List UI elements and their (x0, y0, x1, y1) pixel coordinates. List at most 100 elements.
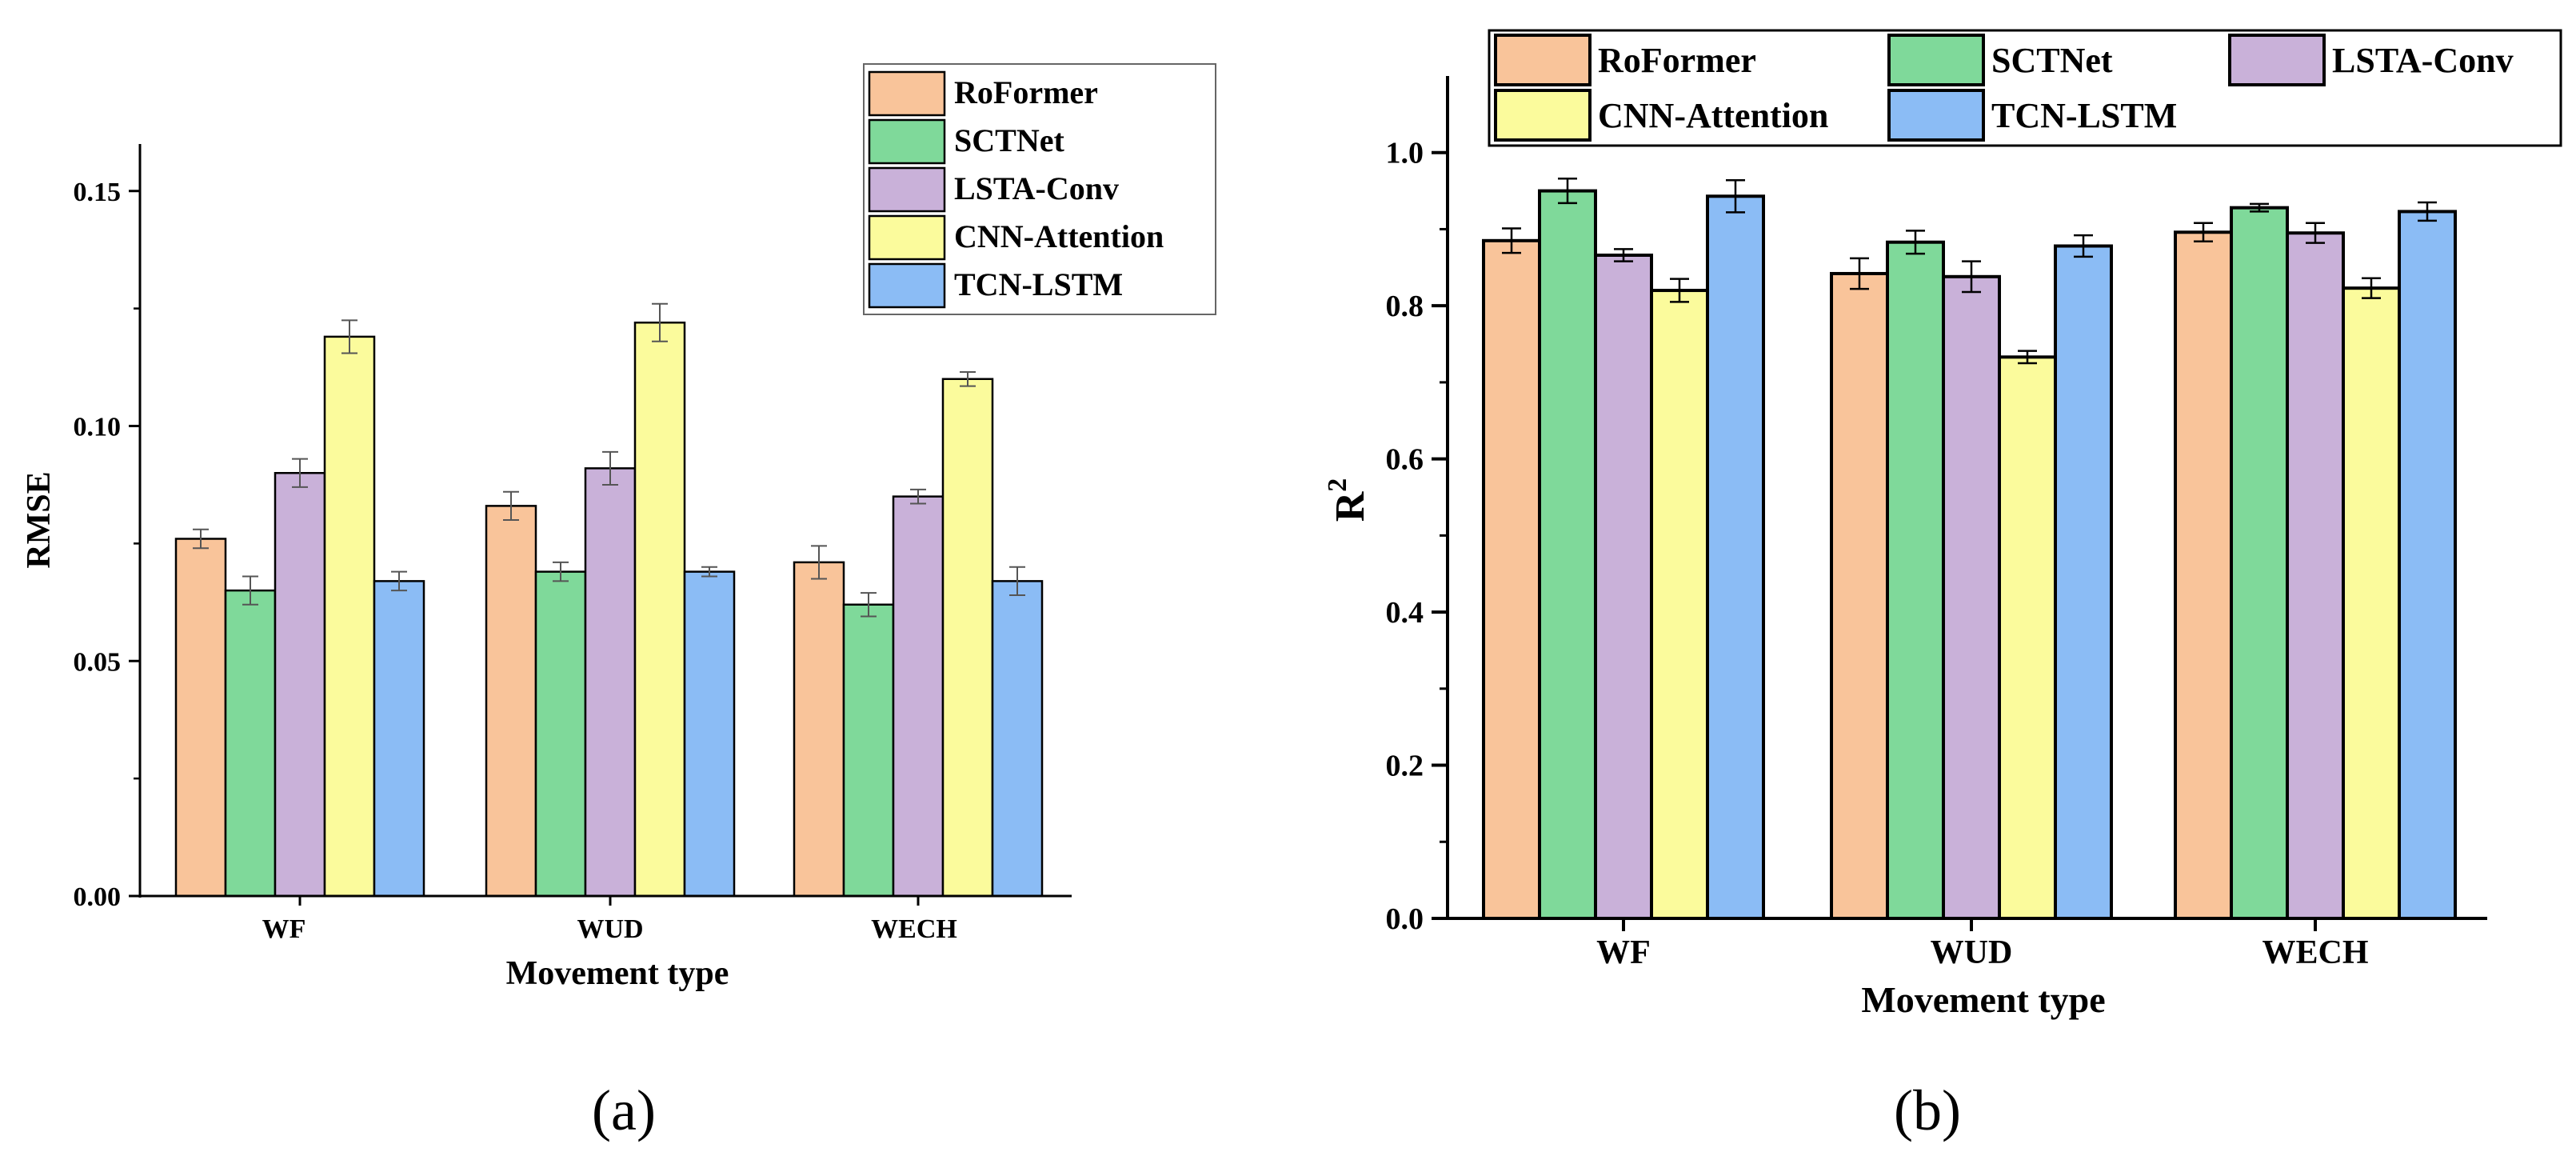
legend-label: CNN-Attention (1598, 96, 1828, 135)
error-bar-tcn-lstm-wech (1009, 566, 1025, 596)
x-tick-label: WECH (871, 914, 957, 944)
bar-cnn-attention-wf (323, 335, 376, 898)
bar-tcn-lstm-wf (1706, 194, 1765, 921)
bar-cnn-attention-wech (2342, 286, 2401, 920)
error-bar-lsta-conv-wf (1614, 248, 1633, 262)
legend-swatch-sctnet (1887, 34, 1985, 86)
error-bar-roformer-wech (2194, 222, 2213, 243)
error-bar-sctnet-wech (2250, 202, 2269, 213)
error-bar-cnn-attention-wud (652, 302, 668, 342)
bar-roformer-wf (1482, 238, 1541, 920)
legend-label: RoFormer (954, 74, 1098, 110)
error-bar-cnn-attention-wf (341, 319, 357, 354)
bar-sctnet-wf (224, 589, 277, 898)
bar-sctnet-wech (842, 603, 895, 898)
error-bar-lsta-conv-wech (910, 488, 926, 505)
y-tick-label: 0.0 (1386, 902, 1424, 936)
legend-label: RoFormer (1598, 41, 1756, 80)
y-tick-label: 0.10 (74, 413, 122, 442)
error-bar-cnn-attention-wf (1670, 278, 1689, 303)
error-bar-tcn-lstm-wud (2074, 234, 2093, 258)
bar-cnn-attention-wud (633, 322, 686, 898)
bar-roformer-wech (2174, 230, 2233, 920)
legend: RoFormer SCTNet LSTA-Conv CNN-Attention TCN-… (863, 63, 1216, 315)
y-tick-label: 0.00 (74, 882, 122, 912)
y-axis-title: R2 (1323, 478, 1373, 522)
legend-swatch-lsta-conv (868, 166, 946, 213)
chart-panel-a: 0.00 0.05 0.10 0.15 WF WUD WECH Movement type RM… (21, 63, 1216, 1142)
y-tick-label: 0.05 (74, 647, 122, 677)
error-bar-lsta-conv-wech (2306, 222, 2325, 244)
legend-swatch-sctnet (868, 118, 946, 165)
x-tick-label: WUD (1931, 934, 2013, 971)
bar-sctnet-wech (2230, 206, 2289, 921)
error-bar-tcn-lstm-wech (2418, 201, 2437, 222)
legend-swatch-tcn-lstm (868, 262, 946, 309)
x-tick-label: WUD (577, 914, 643, 944)
legend-swatch-roformer (868, 70, 946, 117)
chart-panel-b: 0.0 0.2 0.4 0.6 0.8 1.0 WF WUD WECH Movement type… (1323, 29, 2562, 1142)
error-bar-cnn-attention-wud (2018, 350, 2037, 365)
bar-lsta-conv-wud (1942, 274, 2001, 920)
legend-swatch-lsta-conv (2228, 34, 2326, 86)
legend: RoFormer SCTNet LSTA-Conv CNN-Attention TCN-… (1488, 29, 2562, 147)
bar-cnn-attention-wech (941, 378, 994, 898)
bar-tcn-lstm-wud (2054, 244, 2113, 921)
y-axis-title: RMSE (21, 471, 58, 568)
error-bar-sctnet-wud (553, 561, 569, 582)
bar-lsta-conv-wf (274, 472, 326, 898)
x-axis-title: Movement type (1861, 979, 2105, 1020)
bar-roformer-wf (174, 538, 227, 898)
error-bar-roformer-wech (811, 545, 827, 580)
legend-box (1488, 29, 2562, 147)
legend-label: SCTNet (1991, 41, 2113, 80)
error-bar-roformer-wud (503, 490, 519, 521)
bar-tcn-lstm-wud (683, 570, 736, 898)
y-tick-label: 0.15 (74, 178, 122, 207)
bar-roformer-wud (1830, 271, 1889, 920)
error-bar-tcn-lstm-wud (701, 566, 717, 578)
legend-label: SCTNet (954, 122, 1064, 158)
error-bar-roformer-wud (1850, 257, 1869, 290)
error-bar-cnn-attention-wech (960, 370, 976, 387)
legend-label: TCN-LSTM (1991, 96, 2177, 135)
error-bar-roformer-wf (1502, 227, 1521, 254)
x-tick-label: WF (262, 914, 306, 944)
y-tick-label: 0.8 (1386, 290, 1424, 323)
error-bar-cnn-attention-wech (2362, 277, 2381, 299)
x-tick-label: WECH (2262, 934, 2368, 971)
legend-label: TCN-LSTM (954, 266, 1123, 302)
y-tick-label: 1.0 (1386, 137, 1424, 170)
y-axis-title-base: R (1328, 490, 1373, 522)
bar-lsta-conv-wf (1594, 254, 1653, 920)
bar-sctnet-wud (534, 570, 587, 898)
y-tick-label: 0.2 (1386, 750, 1424, 783)
error-bar-roformer-wf (193, 528, 209, 550)
bar-tcn-lstm-wf (373, 580, 425, 898)
legend-swatch-roformer (1494, 34, 1592, 86)
x-tick-label: WF (1596, 934, 1651, 971)
bar-roformer-wech (793, 561, 845, 898)
error-bar-lsta-conv-wud (1962, 260, 1981, 294)
legend-swatch-cnn-attention (868, 214, 946, 261)
panel-label-a: (a) (592, 1078, 656, 1142)
panel-label-b: (b) (1894, 1078, 1961, 1142)
legend-swatch-tcn-lstm (1887, 89, 1985, 142)
x-axis-title: Movement type (506, 955, 729, 992)
y-tick-label: 0.4 (1386, 596, 1424, 630)
bar-lsta-conv-wud (584, 467, 637, 898)
bar-roformer-wud (485, 505, 537, 898)
y-axis-title-superscript: 2 (1323, 478, 1352, 492)
error-bar-sctnet-wud (1906, 230, 1925, 255)
bar-cnn-attention-wf (1650, 289, 1709, 920)
bar-lsta-conv-wech (2286, 231, 2345, 920)
bar-cnn-attention-wud (1998, 355, 2057, 920)
error-bar-tcn-lstm-wf (391, 570, 407, 592)
error-bar-sctnet-wech (861, 592, 877, 618)
bar-tcn-lstm-wech (2398, 210, 2457, 921)
error-bar-lsta-conv-wud (602, 450, 618, 486)
bar-tcn-lstm-wech (991, 580, 1044, 898)
bar-sctnet-wf (1538, 189, 1597, 921)
bar-lsta-conv-wech (892, 495, 945, 898)
